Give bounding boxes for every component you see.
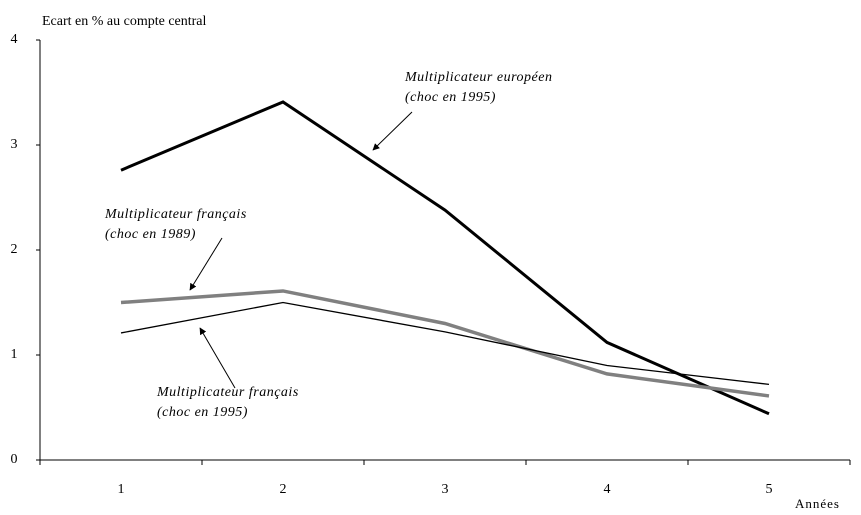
y-tick-label: 4 [11, 32, 18, 47]
annotation: Multiplicateur européen [404, 70, 552, 85]
x-tick-label: 5 [766, 482, 773, 497]
x-tick-label: 3 [442, 482, 449, 497]
series-line [120, 289, 770, 398]
annotation: Multiplicateur français [156, 385, 299, 400]
annotation: Multiplicateur français [104, 207, 247, 222]
annotation: (choc en 1995) [157, 405, 248, 420]
annotation-arrow [189, 237, 223, 291]
x-axis-label: Années [795, 496, 840, 511]
annotation-arrow [199, 327, 236, 389]
annotation-arrow [372, 111, 413, 151]
x-tick-label: 4 [604, 482, 611, 497]
y-axis-label: Ecart en % au compte central [42, 14, 207, 29]
annotation: (choc en 1989) [105, 227, 196, 242]
series-line [120, 100, 770, 416]
annotation: (choc en 1995) [405, 90, 496, 105]
y-tick-label: 0 [11, 452, 18, 467]
y-tick-label: 1 [11, 347, 18, 362]
x-tick-label: 2 [280, 482, 287, 497]
y-tick-label: 3 [11, 137, 18, 152]
series-line [120, 301, 770, 386]
x-tick-label: 1 [118, 482, 125, 497]
y-tick-label: 2 [11, 242, 18, 257]
